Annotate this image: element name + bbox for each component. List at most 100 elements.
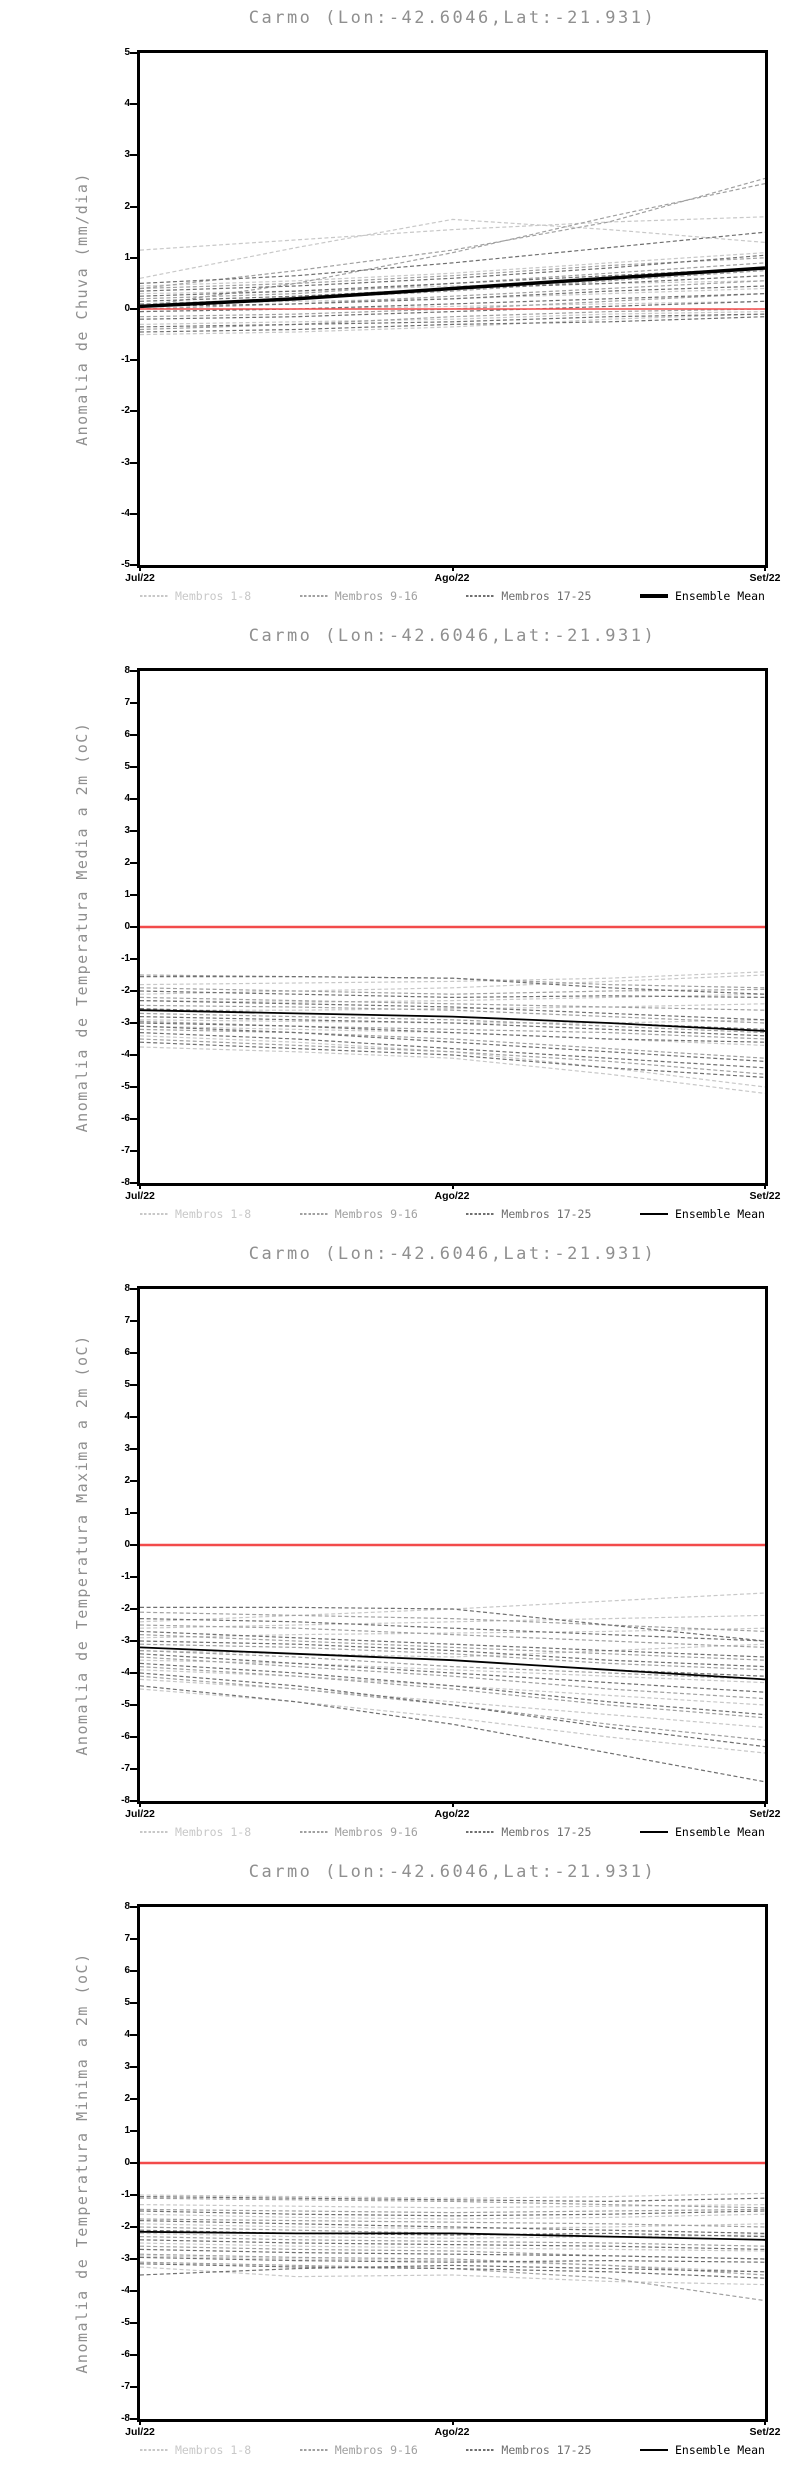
y-tick-mark: [130, 1384, 137, 1386]
member-line: [140, 2208, 765, 2214]
y-tick-label: 8: [124, 1901, 130, 1912]
member-line: [140, 280, 765, 295]
y-tick-mark: [130, 894, 137, 896]
member-line: [140, 252, 765, 287]
y-tick-mark: [130, 52, 137, 54]
y-tick-mark: [130, 1448, 137, 1450]
y-tick-label: 0: [124, 2157, 130, 2168]
legend-line-sample: [466, 595, 495, 597]
x-tick-mark: [764, 565, 766, 571]
member-line: [140, 2229, 765, 2238]
legend-line-sample: [639, 1213, 668, 1215]
x-tick-label-set: Set/22: [749, 1190, 781, 1202]
plot-canvas: [140, 2161, 765, 2302]
member-line: [140, 1041, 765, 1078]
y-tick-mark: [130, 1118, 137, 1120]
legend-item-label: Membros 9-16: [334, 589, 418, 603]
y-tick-mark: [130, 512, 137, 515]
x-tick-mark: [139, 1183, 141, 1189]
y-tick-mark: [130, 2322, 137, 2324]
y-tick-mark: [130, 830, 137, 832]
y-tick-label: 8: [124, 1283, 130, 1294]
legend-item-ensemble-mean: Ensemble Mean: [639, 589, 765, 603]
member-line: [140, 1643, 765, 1671]
member-line: [140, 2223, 765, 2230]
y-tick-label: -8: [121, 2413, 130, 2424]
member-line: [140, 1653, 765, 1693]
y-tick-mark: [130, 1736, 137, 1738]
legend-item-label: Membros 17-25: [501, 589, 592, 603]
x-tick-mark: [764, 1801, 766, 1807]
y-tick-label: 1: [124, 1507, 130, 1518]
y-tick-label: 4: [124, 793, 130, 804]
x-tick-mark: [451, 2419, 454, 2425]
y-tick-mark: [130, 461, 137, 464]
legend-item-membros-17-25: Membros 17-25: [466, 1207, 591, 1221]
member-line: [140, 996, 765, 1011]
legend-item-membros-9-16: Membros 9-16: [299, 1825, 418, 1839]
legend-item-label: Ensemble Mean: [674, 589, 765, 603]
member-line: [140, 1656, 765, 1700]
y-tick-label: 0: [124, 303, 130, 314]
legend-item-label: Membros 1-8: [175, 589, 252, 603]
y-tick-label: -4: [121, 1667, 130, 1678]
member-line: [140, 2263, 765, 2279]
y-tick-label: 7: [124, 697, 130, 708]
y-tick-mark: [130, 1086, 137, 1088]
y-tick-mark: [130, 1704, 137, 1706]
member-line: [140, 285, 765, 307]
chart-title: Carmo (Lon:-42.6046,Lat:-21.931): [248, 626, 657, 646]
x-tick-label-ago: Ago/22: [434, 1190, 470, 1202]
y-tick-mark: [130, 2034, 137, 2036]
y-tick-label: 2: [124, 1475, 130, 1486]
legend-item-membros-1-8: Membros 1-8: [140, 1207, 251, 1221]
y-tick-label: 3: [124, 149, 130, 161]
y-tick-mark: [130, 308, 137, 310]
y-tick-mark: [130, 1320, 137, 1322]
y-tick-label: 2: [124, 857, 130, 868]
y-tick-mark: [130, 766, 137, 768]
y-tick-mark: [130, 2354, 137, 2356]
legend-item-label: Membros 17-25: [501, 1825, 592, 1839]
y-tick-mark: [130, 2386, 137, 2388]
legend-line-sample: [299, 2449, 328, 2451]
y-tick-label: -1: [121, 953, 130, 964]
y-tick-label: 0: [124, 1539, 130, 1550]
legend-item-ensemble-mean: Ensemble Mean: [639, 2443, 765, 2457]
chart-title: Carmo (Lon:-42.6046,Lat:-21.931): [248, 1244, 657, 1264]
y-tick-label: -7: [121, 1763, 130, 1774]
legend-line-sample: [140, 595, 168, 597]
member-line: [140, 183, 765, 307]
ensemble-mean-line: [140, 2230, 765, 2241]
y-tick-mark: [130, 862, 137, 864]
legend-line-sample: [140, 1213, 168, 1215]
y-tick-mark: [130, 798, 137, 800]
y-axis-label: Anomalia de Temperatura Media a 2m (oC): [73, 721, 91, 1133]
member-line: [140, 971, 765, 986]
x-tick-label-jul: Jul/22: [125, 1190, 155, 1202]
member-line: [140, 1678, 765, 1728]
member-line: [140, 2245, 765, 2260]
member-line: [140, 316, 765, 333]
plot-canvas: [140, 177, 765, 336]
y-tick-label: 6: [124, 729, 130, 740]
member-line: [140, 1611, 765, 1632]
y-tick-mark: [130, 1970, 137, 1972]
member-line: [140, 1662, 765, 1716]
y-tick-label: -1: [121, 354, 130, 366]
max-temperature-anomaly-chart: Carmo (Lon:-42.6046,Lat:-21.931) Anomali…: [0, 1236, 800, 1854]
y-tick-label: 1: [124, 251, 130, 263]
member-line: [140, 2236, 765, 2247]
member-line: [140, 267, 765, 297]
member-line: [140, 1032, 765, 1069]
x-tick-label-jul: Jul/22: [125, 2426, 155, 2438]
x-tick-label-ago: Ago/22: [434, 572, 470, 584]
legend-item-label: Ensemble Mean: [674, 1207, 765, 1221]
member-line: [140, 1606, 765, 1642]
member-line: [140, 1028, 765, 1059]
y-tick-label: -3: [121, 456, 130, 468]
member-line: [140, 280, 765, 310]
member-line: [140, 270, 765, 305]
member-line: [140, 2210, 765, 2217]
chart-title: Carmo (Lon:-42.6046,Lat:-21.931): [248, 8, 657, 28]
